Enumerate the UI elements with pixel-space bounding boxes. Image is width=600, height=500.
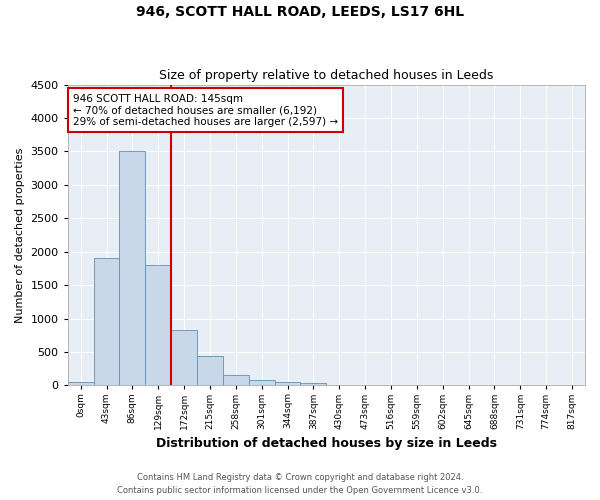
Bar — [94, 258, 119, 386]
Bar — [145, 265, 171, 386]
Bar — [68, 382, 94, 386]
X-axis label: Distribution of detached houses by size in Leeds: Distribution of detached houses by size … — [156, 437, 497, 450]
Bar — [249, 380, 275, 386]
Bar — [301, 382, 326, 386]
Bar — [275, 382, 301, 386]
Text: Contains HM Land Registry data © Crown copyright and database right 2024.
Contai: Contains HM Land Registry data © Crown c… — [118, 474, 482, 495]
Bar — [197, 356, 223, 386]
Bar — [171, 330, 197, 386]
Bar — [223, 374, 249, 386]
Title: Size of property relative to detached houses in Leeds: Size of property relative to detached ho… — [159, 69, 494, 82]
Y-axis label: Number of detached properties: Number of detached properties — [15, 148, 25, 322]
Bar — [119, 152, 145, 386]
Text: 946 SCOTT HALL ROAD: 145sqm
← 70% of detached houses are smaller (6,192)
29% of : 946 SCOTT HALL ROAD: 145sqm ← 70% of det… — [73, 94, 338, 127]
Text: 946, SCOTT HALL ROAD, LEEDS, LS17 6HL: 946, SCOTT HALL ROAD, LEEDS, LS17 6HL — [136, 5, 464, 19]
